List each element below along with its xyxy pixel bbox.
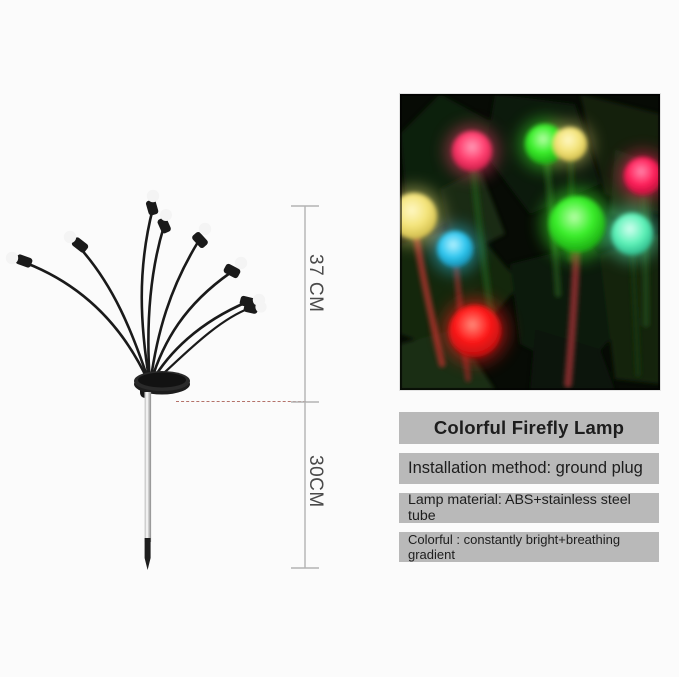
dimension-label-lower: 30CM	[305, 455, 326, 508]
firefly-bulb	[5, 251, 33, 268]
product-title-box: Colorful Firefly Lamp	[399, 412, 659, 444]
firefly-bulb	[63, 230, 89, 253]
orb	[437, 231, 473, 267]
firefly-bulbs	[5, 189, 267, 314]
firefly-bulb	[223, 256, 248, 279]
spec-colorful-box: Colorful : constantly bright+breathing g…	[399, 532, 659, 562]
orb	[525, 124, 565, 164]
firefly-bulb	[145, 189, 160, 216]
base-reference-line	[176, 401, 306, 402]
solar-base	[134, 371, 190, 398]
spec-installation-box: Installation method: ground plug	[399, 453, 659, 484]
orb	[624, 157, 660, 195]
glowing-orbs	[400, 124, 660, 357]
orb	[449, 305, 501, 357]
product-title-text: Colorful Firefly Lamp	[433, 417, 625, 438]
spec-material-text: Lamp material: ABS+stainless steel tube	[408, 492, 631, 524]
stake-pole	[144, 392, 152, 542]
orb	[553, 127, 587, 161]
product-illustration	[0, 180, 300, 600]
firefly-bulb	[157, 209, 172, 234]
dimension-line	[270, 190, 340, 590]
spec-colorful-text: Colorful : constantly bright+breathing g…	[408, 532, 621, 562]
spec-list: Colorful Firefly Lamp Installation metho…	[399, 412, 659, 562]
dimension-label-upper: 37 CM	[305, 254, 326, 313]
spec-installation-text: Installation method: ground plug	[408, 459, 643, 477]
firefly-bulb	[243, 301, 267, 314]
ground-stake-tip	[144, 538, 151, 570]
night-scene-photo	[400, 94, 660, 390]
spec-material-box: Lamp material: ABS+stainless steel tube	[399, 492, 659, 524]
firefly-bulb	[192, 222, 212, 249]
orb	[452, 131, 492, 171]
orb	[611, 213, 653, 255]
firefly-stems	[24, 206, 252, 387]
orb	[549, 196, 605, 252]
orb	[400, 193, 437, 239]
dimension-strokes	[291, 205, 319, 569]
